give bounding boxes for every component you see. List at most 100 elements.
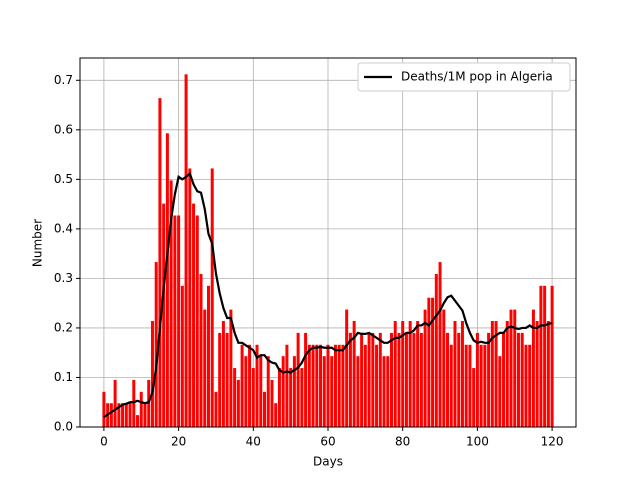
bar bbox=[177, 215, 181, 427]
plot-frame bbox=[79, 57, 577, 428]
bar bbox=[393, 321, 397, 427]
bar bbox=[345, 309, 349, 427]
bar bbox=[528, 344, 532, 427]
bar bbox=[263, 391, 266, 427]
bar bbox=[248, 344, 252, 427]
bar bbox=[195, 215, 199, 427]
bar bbox=[244, 356, 248, 427]
bar bbox=[274, 403, 278, 427]
y-tick-label: 0.5 bbox=[54, 172, 73, 186]
bar bbox=[337, 344, 341, 427]
bar bbox=[416, 321, 420, 427]
legend-label: Deaths/1M pop in Algeria bbox=[401, 70, 553, 84]
bar bbox=[423, 309, 427, 427]
bar bbox=[132, 379, 136, 427]
bar bbox=[531, 309, 535, 427]
bar bbox=[139, 391, 143, 427]
bar bbox=[431, 297, 435, 427]
bar bbox=[102, 391, 106, 427]
bar bbox=[304, 332, 308, 427]
bar bbox=[188, 168, 192, 428]
bar bbox=[363, 344, 367, 427]
bar bbox=[311, 344, 315, 427]
bar bbox=[341, 344, 345, 427]
x-tick-label: 80 bbox=[395, 435, 410, 449]
line bbox=[103, 171, 553, 419]
bar bbox=[382, 356, 386, 427]
bar bbox=[143, 403, 147, 427]
bar bbox=[438, 262, 442, 427]
bar bbox=[154, 262, 158, 427]
bar bbox=[390, 332, 393, 427]
bar bbox=[397, 332, 401, 427]
bar bbox=[505, 321, 509, 427]
bar bbox=[378, 332, 382, 427]
bar bbox=[419, 332, 423, 427]
x-tick-label: 120 bbox=[541, 435, 564, 449]
bar bbox=[307, 344, 311, 427]
bar bbox=[192, 203, 196, 427]
bar bbox=[516, 332, 520, 427]
bar bbox=[371, 332, 375, 427]
y-tick-label: 0.4 bbox=[54, 221, 73, 235]
bar bbox=[259, 356, 263, 427]
bar bbox=[326, 344, 330, 427]
bar bbox=[285, 344, 289, 427]
x-axis-label: Days bbox=[313, 455, 343, 469]
bar bbox=[203, 309, 207, 427]
bar bbox=[233, 368, 237, 427]
bar bbox=[352, 321, 356, 427]
bar bbox=[266, 356, 270, 427]
bar bbox=[117, 403, 121, 427]
x-tick-label: 60 bbox=[320, 435, 335, 449]
bar bbox=[460, 321, 464, 427]
x-tick-label: 0 bbox=[100, 435, 108, 449]
bar bbox=[404, 332, 408, 427]
bar bbox=[109, 403, 113, 427]
y-axis-label: Number bbox=[31, 219, 45, 267]
bar bbox=[472, 368, 476, 427]
y-tick-label: 0.0 bbox=[54, 420, 73, 434]
y-tick-label: 0.3 bbox=[54, 271, 73, 285]
bar bbox=[333, 344, 337, 427]
bar bbox=[113, 379, 117, 427]
bar bbox=[281, 356, 285, 427]
legend-box bbox=[357, 62, 571, 92]
bar bbox=[147, 379, 151, 427]
bar bbox=[162, 203, 166, 427]
bar bbox=[121, 403, 125, 427]
bar bbox=[240, 344, 244, 427]
bar bbox=[229, 309, 233, 427]
bar bbox=[524, 344, 528, 427]
bar bbox=[386, 356, 390, 427]
bar bbox=[277, 368, 281, 427]
x-tick-label: 40 bbox=[246, 435, 261, 449]
bar bbox=[169, 180, 173, 427]
bar bbox=[319, 344, 323, 427]
bar bbox=[502, 332, 506, 427]
bar bbox=[296, 332, 300, 427]
bar bbox=[360, 332, 364, 427]
bar bbox=[289, 368, 293, 427]
bar bbox=[367, 332, 371, 427]
bar bbox=[490, 321, 494, 427]
bar bbox=[550, 285, 554, 427]
y-tick-label: 0.7 bbox=[54, 73, 73, 87]
bar bbox=[498, 356, 502, 427]
bar bbox=[408, 321, 412, 427]
bar bbox=[468, 344, 472, 427]
bar bbox=[136, 415, 140, 427]
y-tick-label: 0.6 bbox=[54, 122, 73, 136]
x-tick-label: 100 bbox=[466, 435, 489, 449]
bar bbox=[546, 321, 550, 427]
bar bbox=[218, 332, 222, 427]
bar bbox=[509, 309, 513, 427]
bar bbox=[251, 368, 255, 427]
bar bbox=[270, 379, 274, 427]
bar bbox=[210, 168, 214, 428]
bar bbox=[165, 133, 169, 428]
bar bbox=[128, 403, 132, 427]
y-tick-label: 0.1 bbox=[54, 370, 73, 384]
bar bbox=[236, 379, 240, 427]
